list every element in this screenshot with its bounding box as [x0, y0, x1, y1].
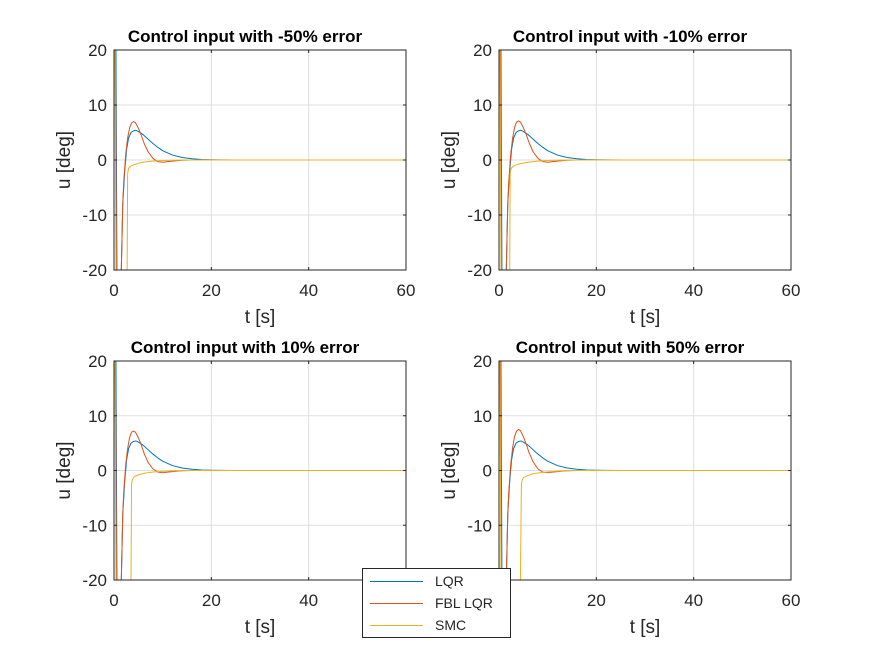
x-tick-label: 0 — [494, 281, 503, 300]
y-axis-label: u [deg] — [54, 441, 75, 499]
x-axis-label: t [s] — [245, 307, 276, 328]
series-line-smc — [499, 50, 791, 270]
x-axis-label: t [s] — [630, 617, 661, 638]
y-tick-label: 10 — [473, 407, 492, 426]
y-tick-label: 20 — [473, 352, 492, 371]
y-tick-label: 20 — [473, 41, 492, 60]
y-tick-label: 0 — [483, 462, 492, 481]
legend-entry-lqr: LQR — [363, 571, 510, 593]
subplot-title: Control input with -50% error — [128, 27, 363, 46]
y-tick-label: -10 — [82, 516, 107, 535]
x-tick-label: 60 — [782, 591, 801, 610]
subplot-title: Control input with 10% error — [131, 338, 360, 357]
series-line-smc — [114, 361, 406, 580]
x-tick-label: 0 — [109, 281, 118, 300]
y-tick-label: 10 — [88, 96, 107, 115]
series-group — [114, 361, 406, 580]
y-tick-label: 0 — [98, 151, 107, 170]
legend-swatch-smc — [370, 625, 423, 626]
legend-label-smc: SMC — [435, 617, 467, 633]
series-group — [499, 361, 791, 580]
legend-label-lqr: LQR — [435, 573, 464, 589]
subplot-title: Control input with 50% error — [516, 338, 745, 357]
x-tick-label: 40 — [684, 281, 703, 300]
y-tick-label: 0 — [98, 462, 107, 481]
y-tick-label: 10 — [473, 96, 492, 115]
x-tick-label: 60 — [397, 281, 416, 300]
y-tick-label: -20 — [467, 261, 492, 280]
x-tick-label: 60 — [782, 281, 801, 300]
y-tick-label: 10 — [88, 407, 107, 426]
y-tick-label: -10 — [467, 516, 492, 535]
subplot-2: 0 20 40 60 -20 -10 0 10 20 Control input with -10… — [439, 27, 800, 328]
subplot-title: Control input with -10% error — [513, 27, 748, 46]
legend-entry-fbl-lqr: FBL LQR — [363, 593, 510, 615]
legend-swatch-fbl-lqr — [370, 603, 423, 604]
y-axis-label: u [deg] — [439, 441, 460, 499]
legend: LQR FBL LQR SMC — [362, 568, 511, 638]
series-group — [114, 50, 406, 270]
x-tick-label: 20 — [587, 281, 606, 300]
x-tick-label: 40 — [299, 281, 318, 300]
x-tick-label: 40 — [299, 591, 318, 610]
y-tick-label: -10 — [467, 206, 492, 225]
y-axis-label: u [deg] — [439, 131, 460, 189]
x-axis-label: t [s] — [245, 617, 276, 638]
x-tick-label: 20 — [202, 281, 221, 300]
y-tick-label: 20 — [88, 352, 107, 371]
x-tick-label: 0 — [109, 591, 118, 610]
y-tick-label: 20 — [88, 41, 107, 60]
series-group — [499, 50, 791, 270]
y-axis-label: u [deg] — [54, 131, 75, 189]
x-axis-label: t [s] — [630, 307, 661, 328]
subplot-1: 0 20 40 60 -20 -10 0 10 20 Control input with -50… — [54, 27, 415, 328]
series-line-smc — [114, 50, 406, 270]
legend-swatch-lqr — [370, 581, 423, 582]
x-tick-label: 20 — [587, 591, 606, 610]
y-tick-label: 0 — [483, 151, 492, 170]
y-tick-label: -20 — [82, 261, 107, 280]
y-tick-label: -10 — [82, 206, 107, 225]
y-tick-label: -20 — [82, 571, 107, 590]
legend-label-fbl-lqr: FBL LQR — [435, 595, 493, 611]
x-tick-label: 40 — [684, 591, 703, 610]
x-tick-label: 20 — [202, 591, 221, 610]
series-line-smc — [499, 361, 791, 580]
legend-entry-smc: SMC — [363, 615, 510, 637]
